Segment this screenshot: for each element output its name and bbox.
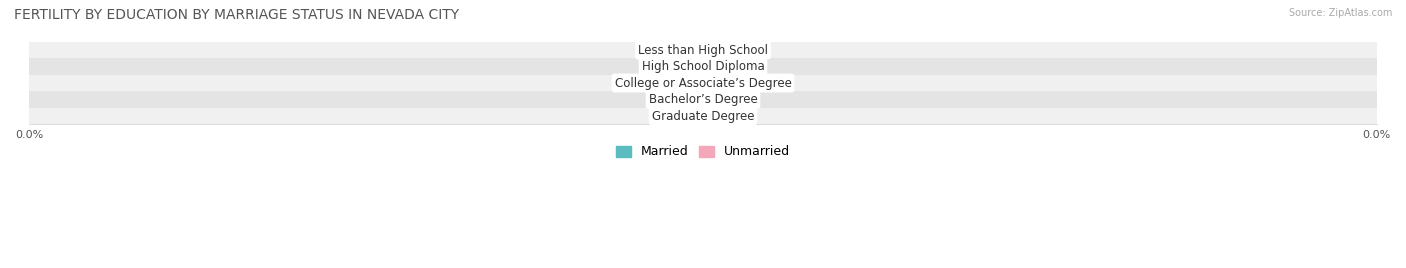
Bar xyxy=(30,75,1376,91)
Text: 0.0%: 0.0% xyxy=(662,95,689,105)
Bar xyxy=(650,44,703,56)
Bar xyxy=(703,44,756,56)
Text: Source: ZipAtlas.com: Source: ZipAtlas.com xyxy=(1288,8,1392,18)
Text: Bachelor’s Degree: Bachelor’s Degree xyxy=(648,93,758,106)
Text: 0.0%: 0.0% xyxy=(662,111,689,121)
Text: Graduate Degree: Graduate Degree xyxy=(652,110,754,122)
Text: 0.0%: 0.0% xyxy=(717,111,744,121)
Bar xyxy=(30,58,1376,75)
Text: 0.0%: 0.0% xyxy=(717,95,744,105)
Text: 0.0%: 0.0% xyxy=(717,62,744,72)
Bar xyxy=(650,110,703,122)
Bar xyxy=(650,61,703,73)
Text: 0.0%: 0.0% xyxy=(717,45,744,55)
Bar xyxy=(703,77,756,89)
Bar xyxy=(703,110,756,122)
Legend: Married, Unmarried: Married, Unmarried xyxy=(612,140,794,163)
Text: Less than High School: Less than High School xyxy=(638,44,768,57)
Bar xyxy=(30,42,1376,58)
Bar xyxy=(30,108,1376,124)
Text: 0.0%: 0.0% xyxy=(662,62,689,72)
Text: 0.0%: 0.0% xyxy=(717,78,744,88)
Bar xyxy=(650,77,703,89)
Text: College or Associate’s Degree: College or Associate’s Degree xyxy=(614,77,792,90)
Text: 0.0%: 0.0% xyxy=(662,78,689,88)
Bar xyxy=(703,94,756,106)
Bar xyxy=(650,94,703,106)
Bar xyxy=(30,91,1376,108)
Bar xyxy=(703,61,756,73)
Text: FERTILITY BY EDUCATION BY MARRIAGE STATUS IN NEVADA CITY: FERTILITY BY EDUCATION BY MARRIAGE STATU… xyxy=(14,8,460,22)
Text: 0.0%: 0.0% xyxy=(662,45,689,55)
Text: High School Diploma: High School Diploma xyxy=(641,60,765,73)
